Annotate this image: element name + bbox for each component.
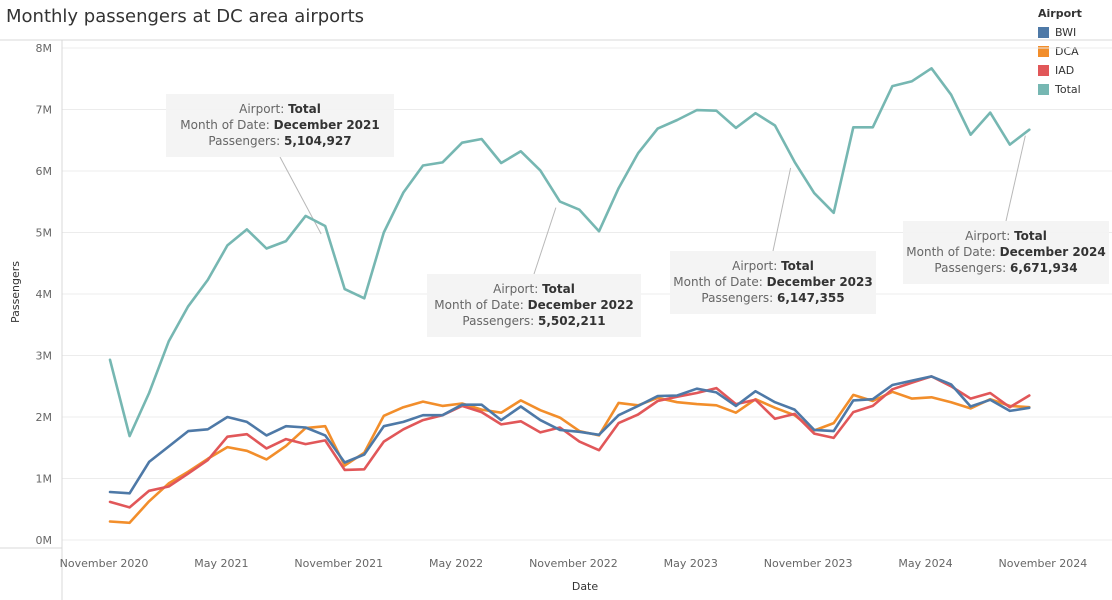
chart-frame [0,39,1112,600]
x-tick-label: May 2022 [429,557,483,570]
annotation-line: Month of Date: December 2022 [434,298,633,312]
series-line-dca[interactable] [108,390,1031,525]
legend-swatch-iad [1038,65,1049,76]
legend-item-iad[interactable]: IAD [1038,61,1082,80]
x-tick-label: May 2023 [664,557,718,570]
x-tick-label: November 2024 [999,557,1088,570]
y-axis-label: Passengers [9,261,22,323]
annotation-leader [533,207,557,275]
x-axis-label: Date [572,580,599,593]
series-line-bwi[interactable] [108,375,1031,495]
chart-title: Monthly passengers at DC area airports [6,6,365,27]
y-tick-label: 0M [36,534,53,547]
annotation-box [427,274,641,337]
annotation-tooltip: Airport: Total Month of Date: December 20… [670,251,876,314]
annotation-box [166,94,394,157]
annotation-line: Passengers: 6,671,934 [934,261,1077,275]
y-tick-label: 2M [36,411,53,424]
y-axis-ticks: 0M 1M 2M 3M 4M 5M 6M 7M 8M [36,42,53,547]
annotation-line: Month of Date: December 2024 [906,245,1105,259]
legend: Airport BWI DCA IAD Total [1038,7,1082,99]
annotation-tooltip: Airport: Total Month of Date: December 20… [903,221,1109,284]
annotation-box [903,221,1109,284]
x-tick-label: November 2023 [764,557,853,570]
y-tick-label: 1M [36,473,53,486]
y-tick-label: 8M [36,42,53,55]
annotation-line: Airport: Total [965,229,1047,243]
annotation-box [670,251,876,314]
annotation-leader [1005,135,1026,222]
legend-swatch-dca [1038,46,1049,57]
legend-swatch-total [1038,84,1049,95]
annotation-line: Passengers: 5,502,211 [462,314,605,328]
annotation-tooltip: Airport: Total Month of Date: December 20… [166,94,394,157]
annotation-line: Airport: Total [732,259,814,273]
annotation-line: Passengers: 6,147,355 [701,291,844,305]
y-tick-label: 7M [36,104,53,117]
annotation-tooltip: Airport: Total Month of Date: December 20… [427,274,641,337]
gridlines [62,47,1112,541]
annotation-leader [772,167,792,252]
x-axis-ticks: November 2020 May 2021 November 2021 May 20… [60,557,1088,570]
legend-swatch-bwi [1038,27,1049,38]
annotation-line: Airport: Total [239,102,321,116]
x-tick-label: May 2024 [898,557,952,570]
annotation-line: Passengers: 5,104,927 [208,134,351,148]
annotation-line: Airport: Total [493,282,575,296]
y-tick-label: 4M [36,288,53,301]
legend-title: Airport [1038,7,1082,20]
series-lines [108,67,1031,525]
y-tick-label: 6M [36,165,53,178]
x-tick-label: November 2020 [60,557,149,570]
legend-label-bwi: BWI [1055,26,1077,39]
annotation-line: Month of Date: December 2023 [673,275,872,289]
legend-label-total: Total [1055,83,1081,96]
series-line-iad[interactable] [108,375,1031,509]
y-tick-label: 5M [36,227,53,240]
x-tick-label: November 2022 [529,557,618,570]
legend-item-bwi[interactable]: BWI [1038,23,1082,42]
annotations: Airport: Total Month of Date: December 20… [166,94,1109,337]
legend-label-iad: IAD [1055,64,1075,77]
legend-item-total[interactable]: Total [1038,80,1082,99]
series-line-total[interactable] [108,67,1031,438]
x-tick-label: May 2021 [194,557,248,570]
annotation-line: Month of Date: December 2021 [180,118,379,132]
x-tick-label: November 2021 [294,557,383,570]
y-tick-label: 3M [36,350,53,363]
